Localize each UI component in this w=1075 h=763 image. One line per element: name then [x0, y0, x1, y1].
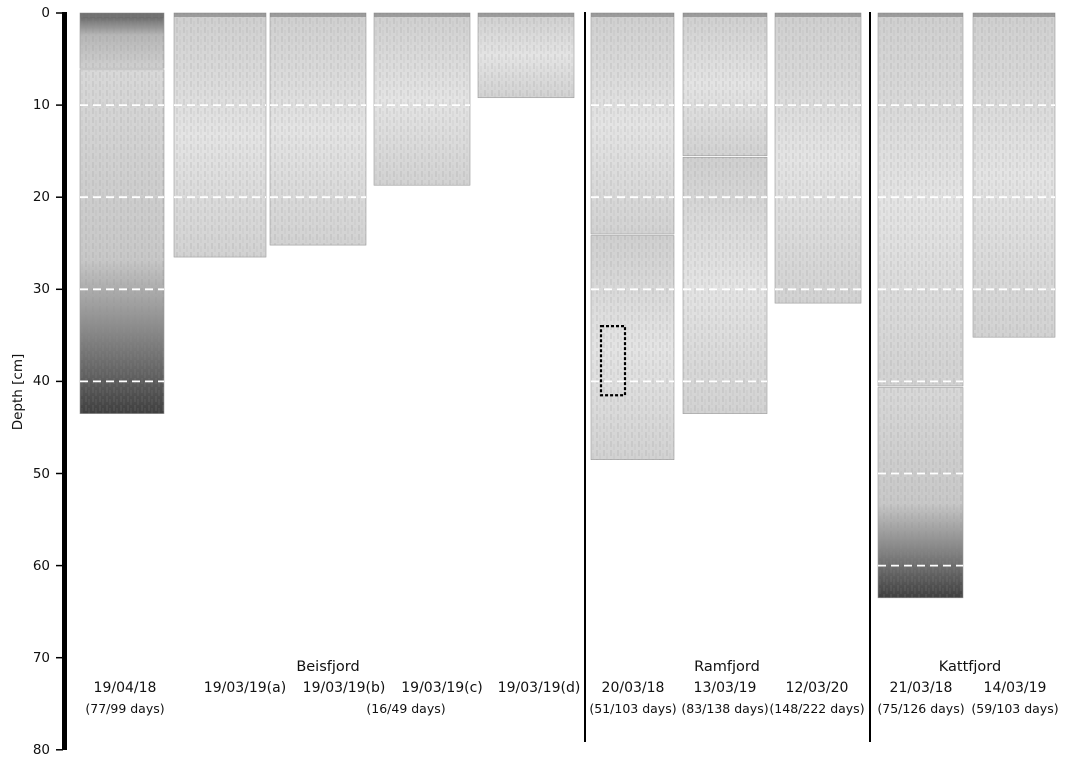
tick-label: 30	[32, 281, 50, 298]
axis-title: Depth [cm]	[10, 353, 26, 431]
core-date-label: 20/03/18	[601, 680, 665, 696]
reference-lines	[80, 104, 1055, 567]
core-date-label: 12/03/20	[785, 680, 849, 696]
core-texture	[878, 13, 963, 387]
core-texture	[591, 235, 674, 460]
core-texture	[478, 13, 574, 98]
core-texture	[591, 13, 674, 235]
core-date-label: 14/03/19	[983, 680, 1047, 696]
core-texture	[374, 13, 470, 186]
fjord-name-beisfjord: Beisfjord	[296, 659, 360, 675]
core-date-label: 19/03/19(d)	[497, 680, 581, 696]
core-texture	[878, 387, 963, 598]
ice-cores	[79, 12, 1056, 599]
tick-label: 50	[32, 465, 50, 482]
core-date-label: 19/03/19(b)	[302, 680, 386, 696]
core-date-label: 21/03/18	[889, 680, 953, 696]
core-date-label: 13/03/19	[693, 680, 757, 696]
core-top-rim	[683, 13, 767, 17]
depth-axis	[56, 12, 67, 751]
core-days-label: (77/99 days)	[85, 701, 165, 716]
core-date-label: 19/03/19(c)	[401, 680, 483, 696]
fjord-name-ramfjord: Ramfjord	[694, 659, 760, 675]
core-texture	[270, 13, 366, 246]
core-top-rim	[775, 13, 861, 17]
core-date-label: 19/04/18	[93, 680, 157, 696]
core-top-rim	[80, 13, 164, 17]
core-texture	[973, 13, 1055, 338]
highlight-box	[599, 325, 627, 397]
core-top-rim	[591, 13, 674, 17]
tick-label: 70	[32, 649, 50, 666]
fjord-name-kattfjord: Kattfjord	[938, 659, 1002, 675]
ice-core	[79, 12, 165, 414]
ice-core	[877, 12, 964, 599]
core-top-rim	[174, 13, 266, 17]
tick-label: 60	[32, 557, 50, 574]
core-texture	[683, 13, 767, 156]
tick-label: 10	[32, 97, 50, 114]
beisfjord-days-note: (16/49 days)	[366, 701, 446, 716]
core-days-label: (148/222 days)	[769, 701, 865, 716]
core-texture	[683, 157, 767, 414]
axis-ticks	[56, 12, 63, 751]
tick-label: 0	[41, 5, 50, 21]
core-top-rim	[374, 13, 470, 17]
ice-core	[373, 12, 471, 186]
tick-label: 40	[32, 373, 50, 390]
core-texture	[80, 13, 164, 69]
ice-core	[590, 12, 675, 460]
tick-label: 20	[32, 189, 50, 206]
axis-bar	[62, 12, 67, 750]
tick-label: 80	[32, 741, 50, 758]
core-top-rim	[878, 13, 963, 17]
core-days-label: (51/103 days)	[589, 701, 677, 716]
core-texture	[174, 13, 266, 258]
ice-core	[972, 12, 1056, 338]
ice-core	[774, 12, 862, 304]
core-top-rim	[973, 13, 1055, 17]
core-texture	[775, 13, 861, 304]
core-days-label: (83/138 days)	[681, 701, 769, 716]
ice-core	[682, 12, 768, 414]
ice-core	[477, 12, 575, 99]
ice-core	[269, 12, 367, 246]
core-days-label: (59/103 days)	[971, 701, 1059, 716]
ice-core	[173, 12, 267, 258]
core-texture	[80, 69, 164, 414]
core-days-label: (75/126 days)	[877, 701, 965, 716]
core-top-rim	[270, 13, 366, 17]
core-date-label: 19/03/19(a)	[203, 680, 287, 696]
core-top-rim	[478, 13, 574, 17]
